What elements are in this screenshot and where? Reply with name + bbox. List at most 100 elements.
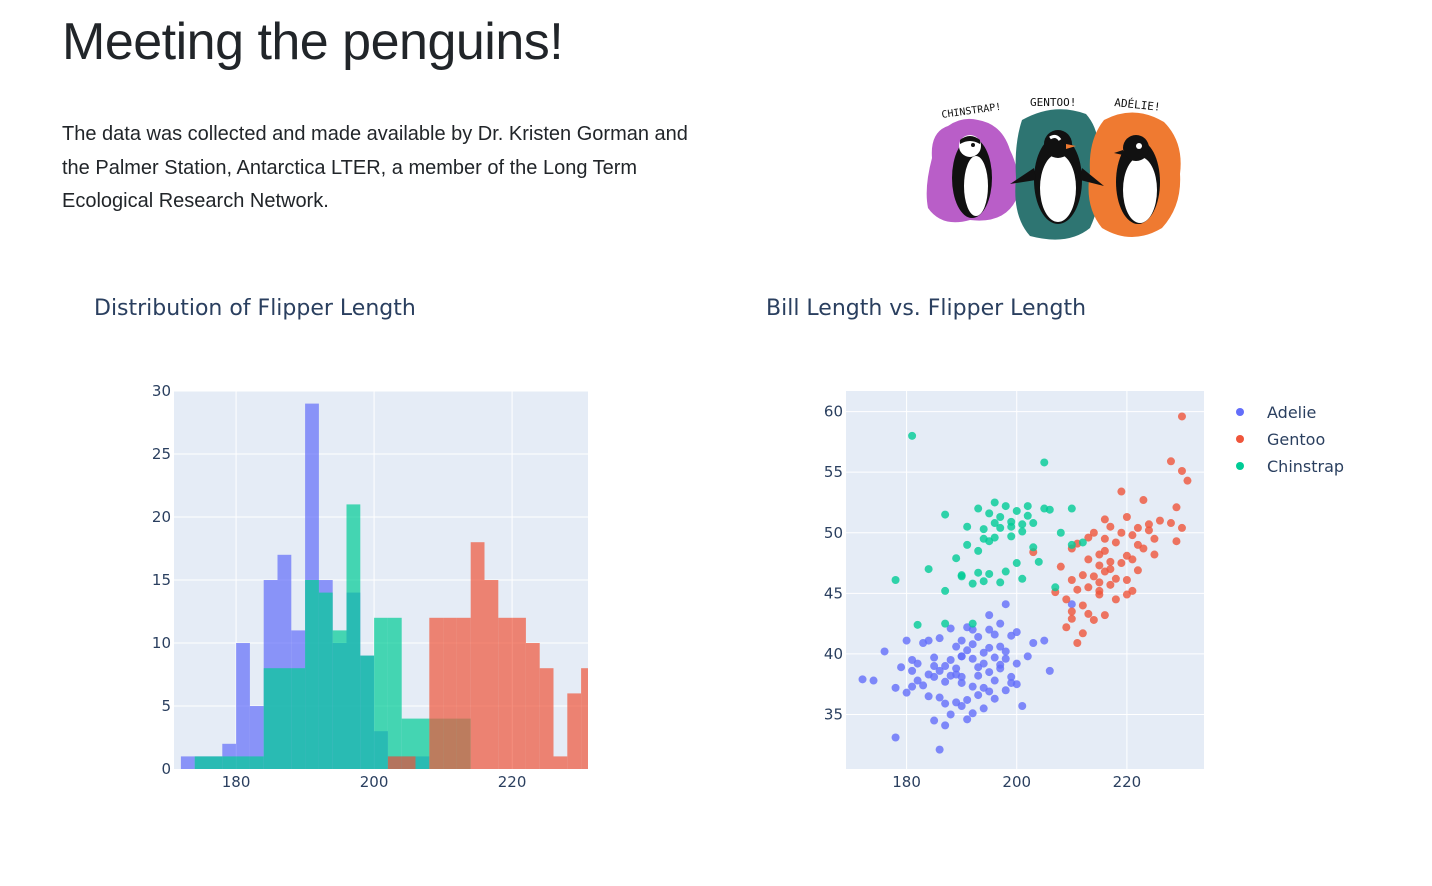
histogram-bar [567, 693, 582, 769]
data-point [1111, 574, 1120, 583]
data-point [1073, 639, 1082, 647]
histogram-bar [498, 617, 513, 769]
y-tick-label: 20 [152, 508, 171, 526]
data-point [935, 745, 944, 754]
y-tick-label: 55 [824, 463, 843, 481]
data-point [979, 659, 988, 668]
data-point [924, 692, 933, 701]
data-point [968, 709, 977, 718]
data-point [1023, 652, 1032, 661]
legend-label-chinstrap: Chinstrap [1267, 457, 1344, 476]
data-point [1045, 505, 1054, 514]
x-tick-label: 180 [222, 773, 251, 791]
flipper-length-histogram: 0 5 10 15 20 25 30 180 200 220 [152, 382, 588, 791]
data-point [1100, 611, 1109, 620]
data-point [985, 611, 994, 620]
histogram-bar [512, 617, 526, 769]
data-point [908, 431, 917, 440]
data-point [924, 565, 933, 574]
data-point [968, 640, 977, 649]
data-point [963, 540, 972, 549]
data-point [996, 513, 1005, 521]
data-point [1106, 557, 1115, 566]
data-point [1133, 523, 1142, 532]
data-point [974, 632, 983, 641]
data-point [1117, 528, 1126, 537]
data-point [1139, 496, 1148, 505]
data-point [858, 675, 867, 684]
data-point [952, 670, 961, 679]
data-point [1133, 540, 1142, 549]
data-point [1100, 515, 1109, 524]
data-point [990, 676, 999, 685]
data-point [1029, 543, 1038, 552]
data-point [1177, 412, 1186, 421]
data-point [1084, 609, 1093, 618]
data-point [1056, 528, 1065, 537]
histogram-bar [429, 617, 444, 769]
data-point [1062, 623, 1071, 632]
data-point [880, 647, 889, 656]
data-point [1078, 538, 1087, 547]
y-tick-label: 10 [152, 634, 171, 652]
data-point [968, 682, 977, 691]
data-point [1111, 595, 1120, 604]
data-point [1018, 574, 1027, 583]
data-point [974, 691, 983, 700]
histogram-bar [208, 756, 223, 769]
data-point [941, 662, 950, 671]
histogram-bar [553, 756, 568, 769]
data-point [1089, 528, 1098, 537]
data-point [1084, 533, 1093, 542]
x-tick-label: 200 [360, 773, 389, 791]
data-point [1001, 686, 1010, 695]
data-point [902, 636, 911, 645]
data-point [1095, 561, 1104, 570]
gentoo-penguin [1010, 130, 1104, 224]
data-point [968, 654, 977, 663]
data-point [963, 715, 972, 724]
data-point [957, 652, 966, 661]
histogram-bar [236, 756, 250, 769]
data-point [1128, 555, 1137, 564]
data-point [1012, 559, 1021, 568]
data-point [946, 655, 955, 664]
data-point [1029, 519, 1038, 528]
data-point [1067, 607, 1076, 616]
data-point [985, 569, 994, 578]
data-point [930, 716, 939, 725]
x-tick-label: 220 [498, 773, 527, 791]
y-tick-label: 30 [152, 382, 171, 400]
data-point [1166, 457, 1175, 466]
data-point [952, 664, 961, 673]
data-point [1040, 458, 1049, 467]
data-point [996, 523, 1005, 532]
series-gentoo [1029, 412, 1192, 647]
data-point [968, 579, 977, 588]
data-point [1172, 503, 1181, 512]
data-point [990, 630, 999, 639]
data-point [1078, 571, 1087, 580]
data-point [1122, 590, 1131, 599]
data-point [974, 504, 983, 513]
histogram-bar [484, 580, 499, 769]
data-point [990, 498, 999, 507]
penguins-illustration: CHINSTRAP! GENTOO! ADÉLIE! [926, 96, 1181, 240]
data-point [1067, 614, 1076, 623]
data-point [979, 704, 988, 713]
data-point [979, 577, 988, 586]
data-point [924, 670, 933, 679]
data-point [1117, 487, 1126, 496]
data-point [941, 699, 950, 708]
data-point [1106, 522, 1115, 531]
illustration-label-gentoo: GENTOO! [1030, 96, 1076, 109]
data-point [963, 695, 972, 704]
data-point [935, 693, 944, 702]
series-chinstrap [891, 431, 1087, 629]
data-point [1012, 506, 1021, 515]
histogram-bar [387, 756, 402, 769]
data-point [891, 733, 900, 742]
data-point [908, 682, 917, 691]
data-point [919, 681, 928, 690]
